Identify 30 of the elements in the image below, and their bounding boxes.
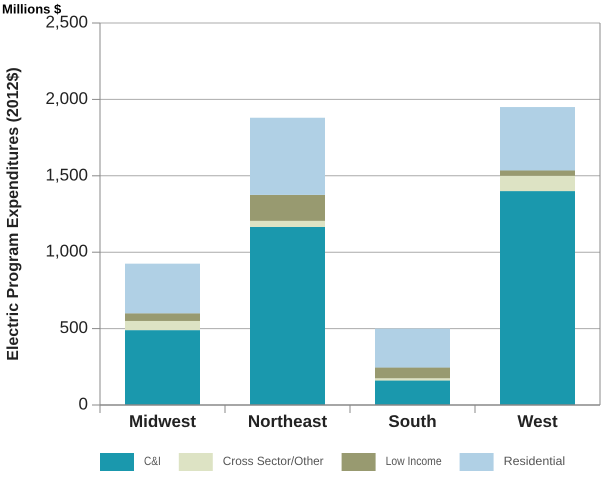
x-tick-label: Northeast (248, 412, 328, 431)
bar (500, 176, 575, 192)
bar (250, 226, 325, 405)
y-tick-label: 0 (78, 394, 88, 414)
bar (125, 264, 200, 314)
bar (250, 220, 325, 227)
x-tick-label: Midwest (128, 412, 196, 431)
y-tick-label: 1,500 (45, 165, 88, 184)
y-axis-title: Electric Program Expenditures (2012$) (5, 67, 22, 361)
x-tick-label: South (388, 412, 437, 431)
bar (375, 328, 450, 368)
y-tick-label: 500 (60, 318, 88, 338)
bar (500, 107, 575, 170)
bar (250, 118, 325, 195)
legend-label: C&I (144, 454, 164, 468)
bar (125, 313, 200, 321)
legend-label: Low Income (386, 454, 450, 468)
legend-label: Cross Sector/Other (222, 454, 326, 468)
bar (375, 380, 450, 405)
bar (500, 191, 575, 405)
chart-title: Millions $ (2, 2, 62, 17)
bar (375, 368, 450, 378)
bar (125, 320, 200, 330)
bar (500, 170, 575, 176)
bar (125, 330, 200, 405)
x-tick-label: West (517, 412, 558, 431)
y-tick-label: 1,000 (45, 242, 88, 261)
legend-label: Residential (504, 454, 566, 468)
bar (250, 194, 325, 221)
y-tick-label: 2,000 (45, 88, 88, 108)
